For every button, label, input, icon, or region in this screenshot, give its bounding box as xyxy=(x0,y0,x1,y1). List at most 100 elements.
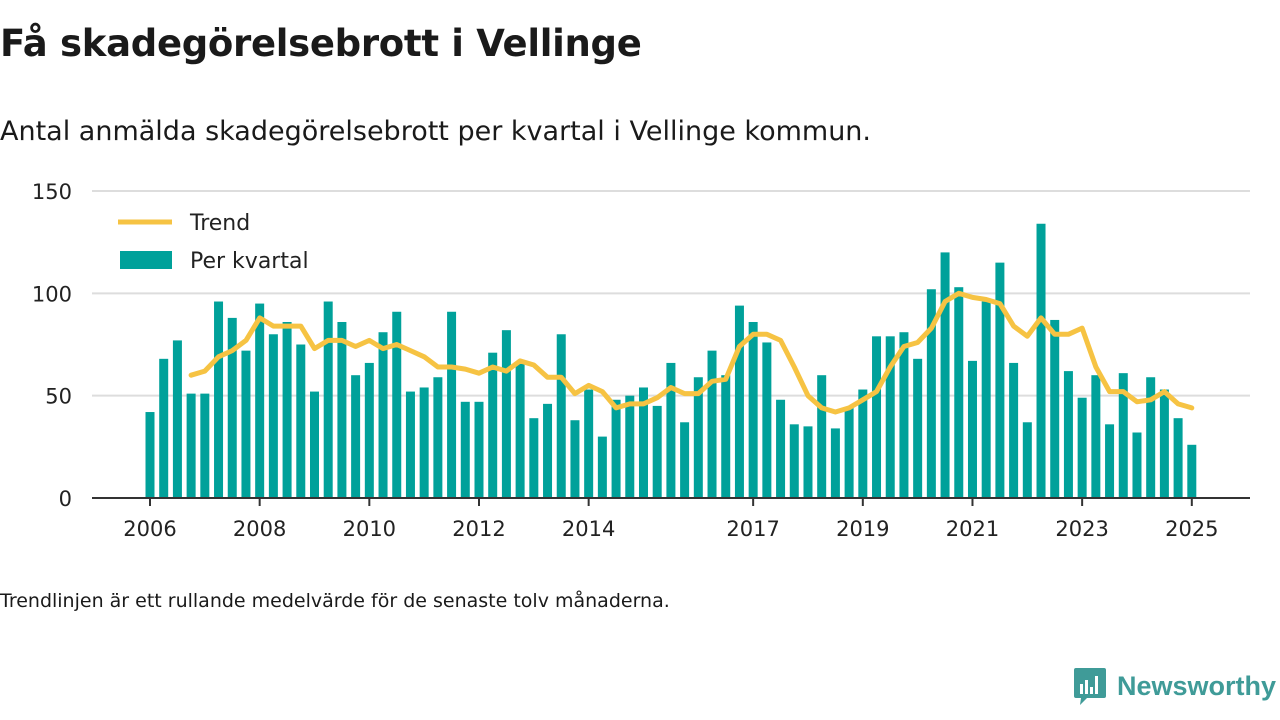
bar xyxy=(1173,418,1183,498)
bar xyxy=(460,401,470,498)
bar xyxy=(309,391,319,498)
x-tick-label: 2008 xyxy=(233,517,286,541)
bar xyxy=(597,436,607,498)
bar-series xyxy=(145,223,1197,498)
bar xyxy=(1159,389,1169,498)
bar xyxy=(529,418,539,498)
bar xyxy=(967,360,977,498)
bar xyxy=(1118,373,1128,498)
bar xyxy=(1105,424,1115,498)
bar xyxy=(762,342,772,498)
bar xyxy=(474,401,484,498)
bar xyxy=(1063,371,1073,498)
bar xyxy=(488,352,498,498)
bar xyxy=(666,362,676,498)
bar xyxy=(995,262,1005,498)
bar xyxy=(419,387,429,498)
bar xyxy=(954,287,964,498)
newsworthy-brand[interactable]: Newsworthy xyxy=(1073,666,1276,706)
x-tick-label: 2012 xyxy=(452,517,505,541)
bar xyxy=(364,362,374,498)
bar xyxy=(638,387,648,498)
x-tick-label: 2014 xyxy=(562,517,615,541)
bar xyxy=(1132,432,1142,498)
bar xyxy=(899,332,909,498)
bar xyxy=(214,301,224,498)
bar xyxy=(296,344,306,498)
legend: Trend Per kvartal xyxy=(118,211,309,274)
legend-trend-label: Trend xyxy=(189,211,250,236)
bar xyxy=(186,393,196,498)
bar xyxy=(1091,375,1101,498)
bar xyxy=(1050,319,1060,498)
bar xyxy=(159,358,169,498)
x-tick-label: 2017 xyxy=(726,517,779,541)
y-axis-ticks: 0 50 100 150 xyxy=(32,180,72,511)
bar xyxy=(803,426,813,498)
bar xyxy=(830,428,840,498)
bar xyxy=(817,375,827,498)
bar xyxy=(940,252,950,498)
bar xyxy=(268,334,278,498)
bar xyxy=(200,393,210,498)
bar xyxy=(913,358,923,498)
bar xyxy=(570,420,580,498)
bar xyxy=(748,321,758,498)
bar xyxy=(885,336,895,498)
bar xyxy=(145,412,155,498)
bar xyxy=(241,350,251,498)
x-tick-label: 2010 xyxy=(343,517,396,541)
x-tick-label: 2023 xyxy=(1055,517,1108,541)
y-tick-label: 0 xyxy=(59,487,72,511)
bar xyxy=(1022,422,1032,498)
bar xyxy=(872,336,882,498)
bar xyxy=(734,305,744,498)
bar xyxy=(172,340,182,498)
trend-line xyxy=(188,290,1195,415)
bar xyxy=(501,330,511,498)
bar xyxy=(447,311,457,498)
newsworthy-logo-icon xyxy=(1074,668,1106,705)
bar xyxy=(337,321,347,498)
legend-bar-swatch xyxy=(120,251,172,269)
y-tick-label: 50 xyxy=(45,385,72,409)
bar xyxy=(255,303,265,498)
bar xyxy=(556,334,566,498)
bar xyxy=(858,389,868,498)
bar xyxy=(392,311,402,498)
x-tick-label: 2021 xyxy=(946,517,999,541)
bar xyxy=(543,403,553,498)
bar xyxy=(515,362,525,498)
bar xyxy=(351,375,361,498)
x-tick-label: 2006 xyxy=(123,517,176,541)
bar xyxy=(776,399,786,498)
bar xyxy=(789,424,799,498)
bar xyxy=(926,289,936,498)
bar xyxy=(405,391,415,498)
chart-subtitle: Antal anmälda skadegörelsebrott per kvar… xyxy=(0,116,872,147)
bar xyxy=(721,375,731,498)
bar xyxy=(680,422,690,498)
bar xyxy=(1036,223,1046,498)
bar xyxy=(707,350,717,498)
bar xyxy=(652,405,662,498)
chart-title: Få skadegörelsebrott i Vellinge xyxy=(0,22,642,65)
bar xyxy=(844,407,854,498)
bar xyxy=(378,332,388,498)
bar xyxy=(1187,444,1197,498)
y-tick-label: 100 xyxy=(32,282,72,306)
x-axis-ticks: 2006 2008 2010 2012 2014 2017 2019 2021 2023 2025 xyxy=(123,498,1219,541)
bar xyxy=(323,301,333,498)
y-tick-label: 150 xyxy=(32,180,72,204)
x-tick-label: 2019 xyxy=(836,517,889,541)
x-tick-label: 2025 xyxy=(1165,517,1218,541)
bar xyxy=(1146,377,1156,498)
bar xyxy=(611,399,621,498)
bar xyxy=(433,377,443,498)
bar xyxy=(693,377,703,498)
bar xyxy=(625,395,635,498)
footnote: Trendlinjen är ett rullande medelvärde f… xyxy=(0,590,670,612)
legend-bar-label: Per kvartal xyxy=(190,249,309,274)
brand-name: Newsworthy xyxy=(1117,670,1277,701)
